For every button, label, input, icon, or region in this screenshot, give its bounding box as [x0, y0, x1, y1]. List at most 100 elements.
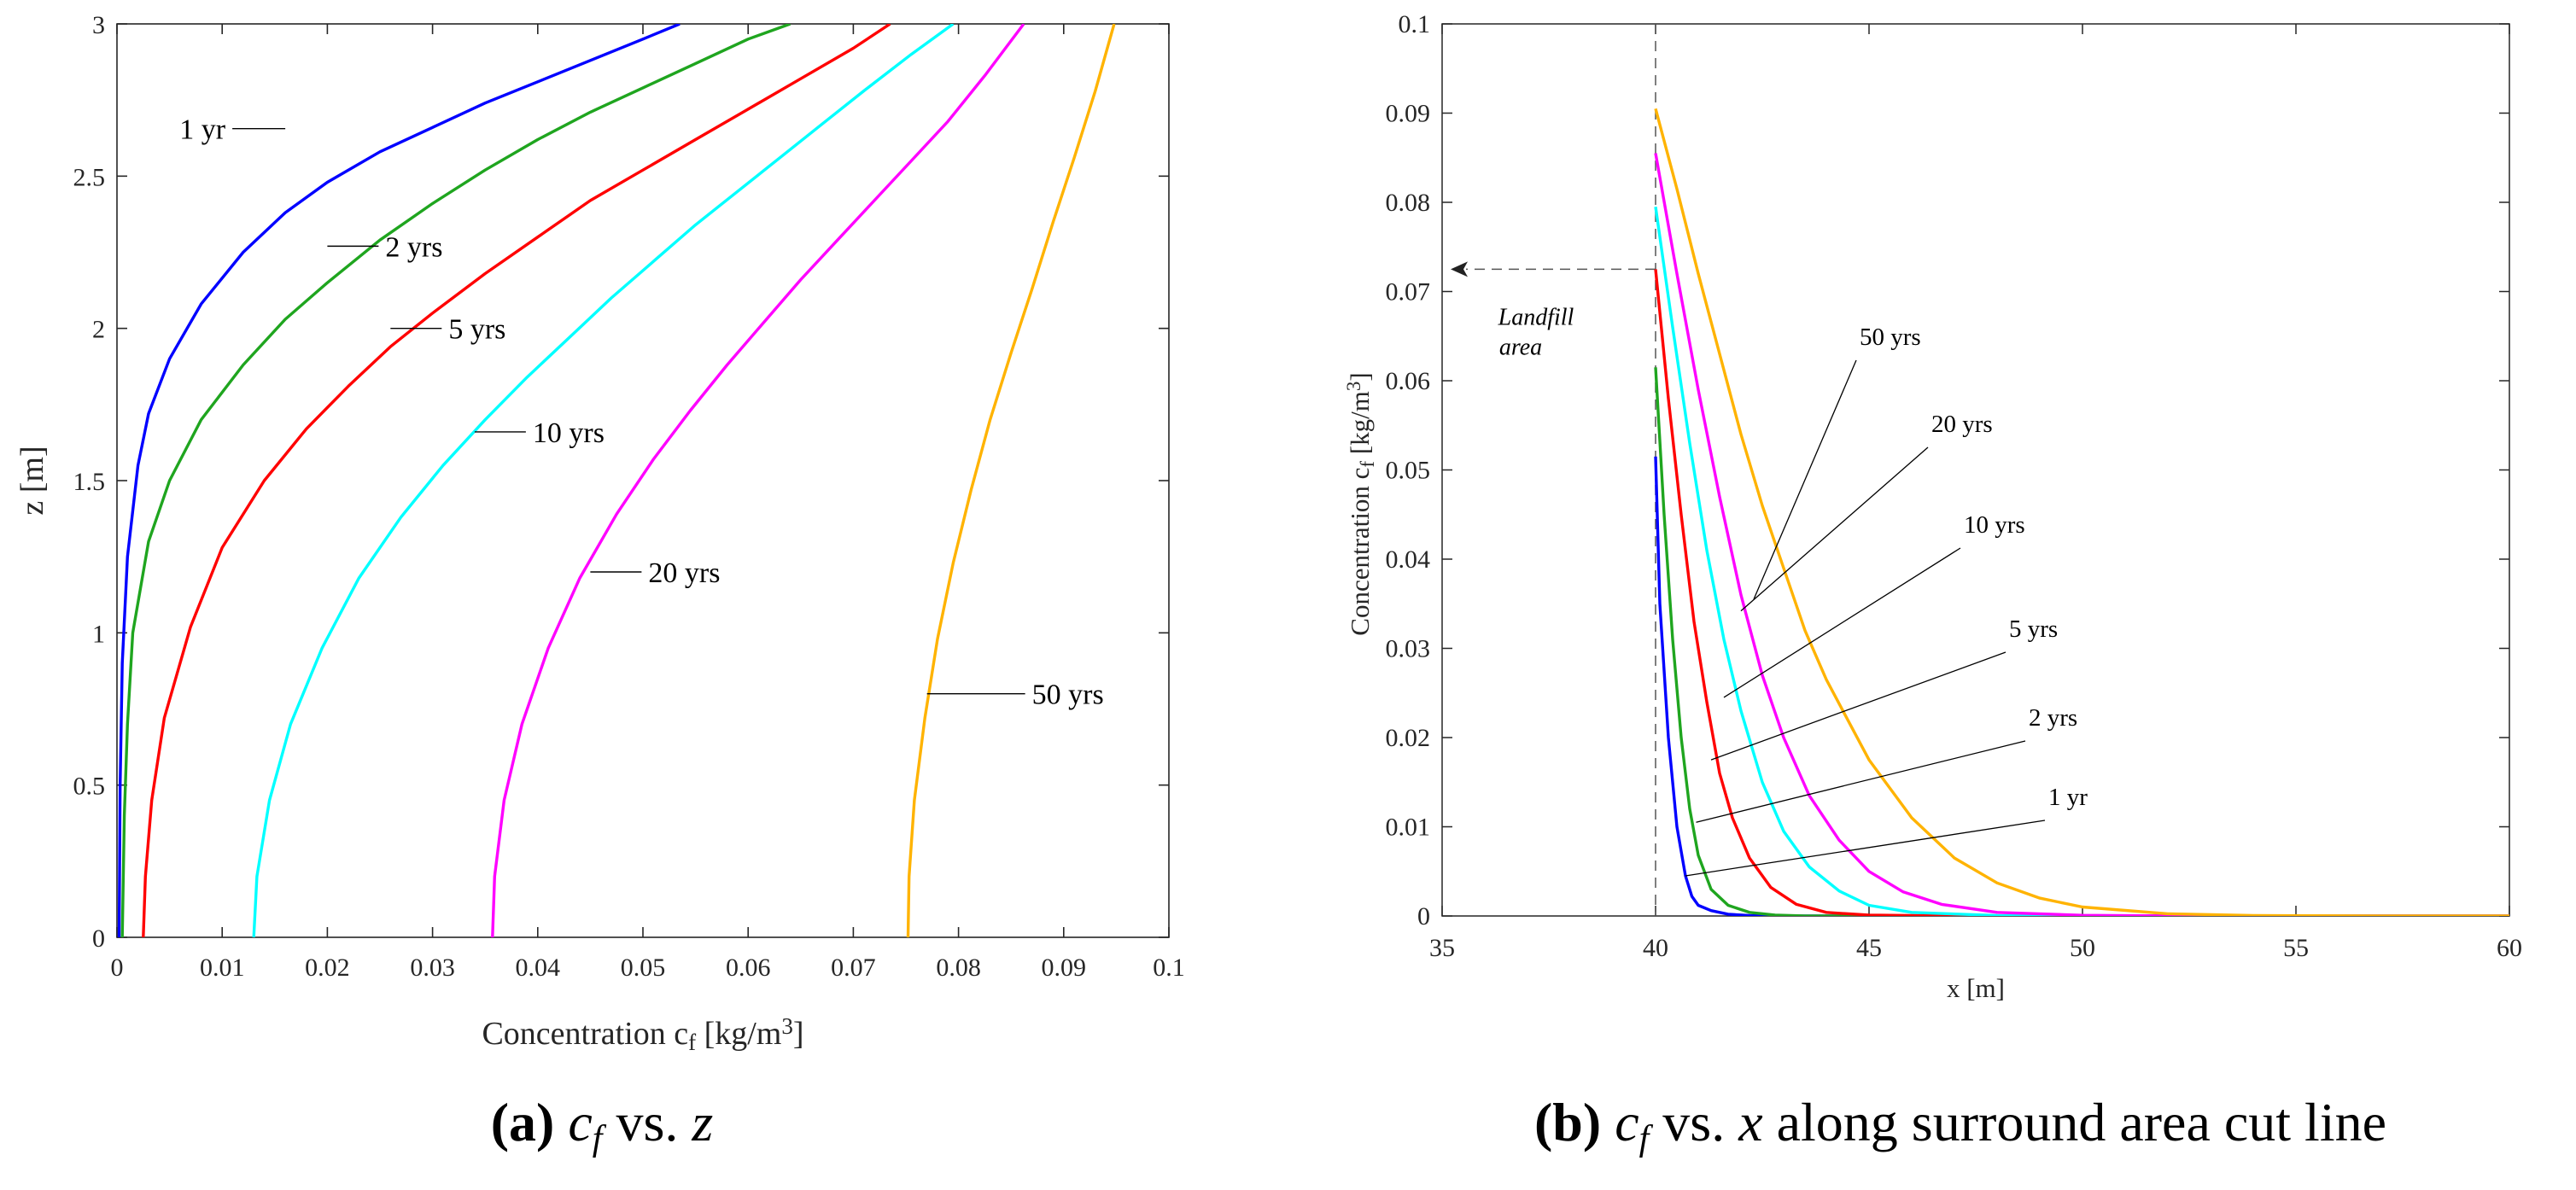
- x-tick-label: 0.04: [516, 954, 561, 982]
- annotation-leader: [1753, 359, 1857, 600]
- y-tick-label: 0.08: [1386, 189, 1431, 217]
- y-tick-label: 0.09: [1386, 100, 1431, 128]
- caption-space: [1601, 1092, 1615, 1152]
- x-tick-label: 40: [1643, 934, 1668, 962]
- panel-b-axes-box: [1441, 23, 2510, 917]
- series-line-50-yrs: [1654, 108, 2509, 916]
- x-axis-label: Concentration cf [kg/m3]: [482, 1013, 803, 1055]
- annotation-leader: [1685, 820, 2046, 877]
- series-line-20-yrs: [1654, 153, 2509, 916]
- annotation-label: 10 yrs: [1964, 511, 2025, 539]
- caption-label: (b): [1534, 1092, 1601, 1152]
- annotation-label: 1 yr: [2048, 784, 2088, 811]
- annotation-leader: [1723, 547, 1961, 698]
- y-axis-label-close: ]: [1345, 372, 1375, 381]
- caption-space: [554, 1092, 568, 1152]
- x-tick-label: 45: [1856, 934, 1882, 962]
- x-tick-label: 0.06: [726, 954, 771, 982]
- x-tick-label: 0.08: [936, 954, 981, 982]
- x-tick-label: 35: [1429, 934, 1455, 962]
- y-tick-label: 0: [92, 925, 105, 953]
- caption-text: vs.: [602, 1092, 692, 1152]
- annotation-label: 50 yrs: [1860, 324, 1921, 351]
- caption-tail: along surround area cut line: [1763, 1092, 2386, 1152]
- y-tick-label: 2.5: [73, 163, 106, 191]
- y-tick-label: 0.04: [1386, 545, 1431, 574]
- annotation-label: 1 yr: [179, 114, 226, 146]
- caption-math: z: [691, 1092, 713, 1152]
- series-line-10-yrs: [1654, 206, 2509, 916]
- caption-math: c: [568, 1092, 592, 1152]
- x-axis-label-sup: 3: [781, 1013, 793, 1039]
- annotation-label: 2 yrs: [2029, 704, 2077, 732]
- x-tick-label: 0.09: [1042, 954, 1087, 982]
- annotation-leader: [1710, 651, 2006, 761]
- x-tick-label: 55: [2283, 934, 2309, 962]
- landfill-label: Landfill: [1498, 304, 1574, 330]
- caption-math: c: [1615, 1092, 1638, 1152]
- y-tick-label: 1: [92, 620, 105, 648]
- x-tick-label: 0.07: [831, 954, 876, 982]
- series-line-5-yrs: [1654, 269, 2509, 916]
- annotation-leader: [1740, 446, 1929, 612]
- caption-label: (a): [491, 1092, 555, 1152]
- caption-text: vs.: [1649, 1092, 1738, 1152]
- x-tick-label: 60: [2497, 934, 2522, 962]
- y-tick-label: 0: [1417, 902, 1430, 930]
- series-line-50-yrs: [906, 24, 1116, 937]
- x-axis-label-units: [kg/m: [696, 1016, 781, 1052]
- annotation-leader: [1696, 740, 2026, 823]
- landfill-label: area: [1499, 334, 1542, 360]
- annotation-label: 10 yrs: [533, 417, 605, 449]
- y-axis-label: Concentration cf [kg/m3]: [1343, 372, 1378, 635]
- annotation-label: 50 yrs: [1032, 680, 1104, 711]
- caption-a: (a) cf vs. z: [491, 1092, 714, 1158]
- series-line-5-yrs: [142, 24, 891, 937]
- x-tick-label: 0.05: [621, 954, 666, 982]
- y-axis-label: z [m]: [15, 446, 50, 515]
- annotation-label: 20 yrs: [1931, 411, 1993, 438]
- series-line-2-yrs: [1654, 367, 2509, 916]
- series-line-1-yr: [1654, 456, 2509, 916]
- panel-a-axes-box: [116, 23, 1170, 938]
- annotation-label: 20 yrs: [648, 557, 720, 589]
- y-tick-label: 0.01: [1386, 814, 1431, 842]
- annotation-label: 5 yrs: [448, 314, 505, 346]
- x-tick-label: 0.03: [410, 954, 455, 982]
- x-tick-label: 50: [2070, 934, 2095, 962]
- y-tick-label: 0.06: [1386, 367, 1431, 395]
- x-axis-label-sub: f: [688, 1030, 696, 1055]
- y-tick-label: 0.07: [1386, 278, 1431, 306]
- x-tick-label: 0.02: [305, 954, 350, 982]
- y-tick-label: 0.1: [1399, 10, 1431, 38]
- y-tick-label: 1.5: [73, 468, 106, 496]
- y-tick-label: 3: [92, 11, 105, 39]
- series-line-20-yrs: [491, 24, 1025, 937]
- y-axis-label-text: Concentration c: [1345, 468, 1375, 636]
- x-tick-label: 0: [111, 954, 124, 982]
- y-tick-label: 2: [92, 316, 105, 344]
- y-axis-label-sup: 3: [1343, 382, 1364, 392]
- panel-b: 35 40 45 50 55 60 0 0.01 0.02 0.03 0.04 0.05 0.06 0.0…: [1343, 10, 2522, 1003]
- x-axis-label-text: Concentration c: [482, 1016, 688, 1052]
- series-line-1-yr: [117, 24, 681, 937]
- landfill-arrow-head: [1451, 261, 1468, 277]
- y-axis-label-units: [kg/m: [1345, 391, 1375, 461]
- panel-a: 0 0.01 0.02 0.03 0.04 0.05 0.06 0.07 0.08 0.09 0.1…: [15, 11, 1185, 1055]
- x-axis-label-close: ]: [793, 1016, 804, 1052]
- caption-math: x: [1738, 1092, 1762, 1152]
- y-tick-label: 0.05: [1386, 457, 1431, 485]
- y-tick-label: 0.5: [73, 773, 106, 801]
- x-tick-label: 0.01: [200, 954, 245, 982]
- series-line-10-yrs: [252, 24, 955, 937]
- y-tick-label: 0.03: [1386, 635, 1431, 663]
- y-axis-label-sub: f: [1357, 461, 1378, 468]
- annotation-label: 5 yrs: [2009, 615, 2058, 643]
- annotation-label: 2 yrs: [385, 231, 442, 263]
- x-tick-label: 0.1: [1153, 954, 1185, 982]
- y-tick-label: 0.02: [1386, 724, 1431, 752]
- x-axis-label: x [m]: [1947, 973, 2005, 1003]
- series-line-2-yrs: [120, 24, 791, 937]
- caption-b: (b) cf vs. x along surround area cut lin…: [1534, 1092, 2386, 1158]
